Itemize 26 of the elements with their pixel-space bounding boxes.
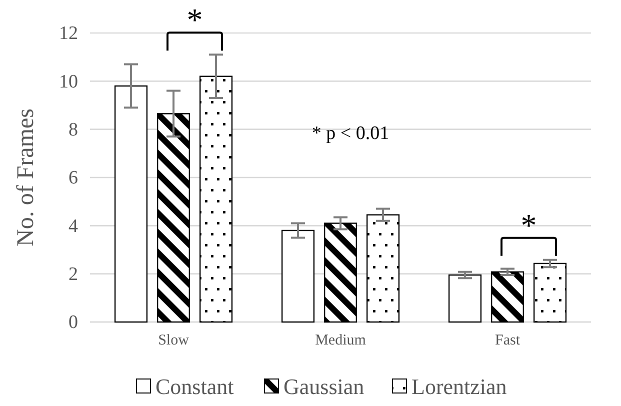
bar	[448, 274, 482, 323]
x-tick-label: Medium	[315, 332, 366, 349]
bar	[490, 271, 524, 323]
legend-label: Constant	[156, 374, 234, 399]
annotation: *	[520, 206, 537, 243]
y-axis-title: No. of Frames	[13, 108, 39, 246]
y-tick-label: 12	[59, 23, 78, 44]
y-tick-label: 2	[68, 264, 78, 285]
annotation: * p < 0.01	[312, 122, 390, 144]
bar	[324, 222, 358, 323]
bar	[156, 113, 190, 323]
annotation: *	[186, 2, 203, 38]
bar	[533, 262, 567, 323]
legend-label: Lorentzian	[412, 374, 507, 399]
bar	[114, 85, 148, 323]
y-tick-label: 6	[68, 168, 78, 189]
legend-label: Gaussian	[284, 374, 364, 399]
bar	[366, 214, 400, 323]
y-tick-label: 4	[68, 216, 78, 237]
bar	[199, 76, 233, 323]
x-tick-label: Fast	[494, 332, 521, 349]
y-tick-label: 8	[68, 119, 78, 140]
x-tick-label: Slow	[158, 332, 190, 349]
y-tick-label: 0	[68, 312, 78, 334]
y-tick-label: 10	[59, 71, 78, 92]
bar	[281, 230, 315, 323]
